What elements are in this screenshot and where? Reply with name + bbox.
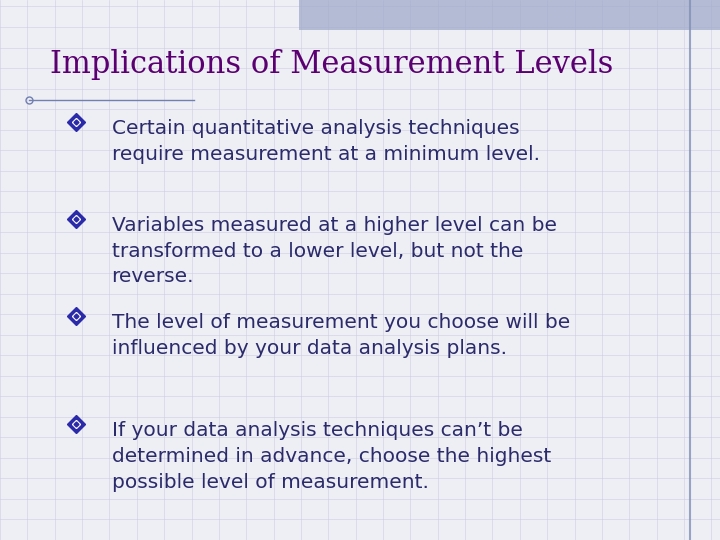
Text: The level of measurement you choose will be
influenced by your data analysis pla: The level of measurement you choose will…: [112, 313, 570, 358]
Bar: [299, 0, 720, 30]
Text: If your data analysis techniques can’t be
determined in advance, choose the high: If your data analysis techniques can’t b…: [112, 421, 551, 492]
Text: Implications of Measurement Levels: Implications of Measurement Levels: [50, 49, 613, 79]
Text: Certain quantitative analysis techniques
require measurement at a minimum level.: Certain quantitative analysis techniques…: [112, 119, 539, 164]
Text: Variables measured at a higher level can be
transformed to a lower level, but no: Variables measured at a higher level can…: [112, 216, 557, 287]
